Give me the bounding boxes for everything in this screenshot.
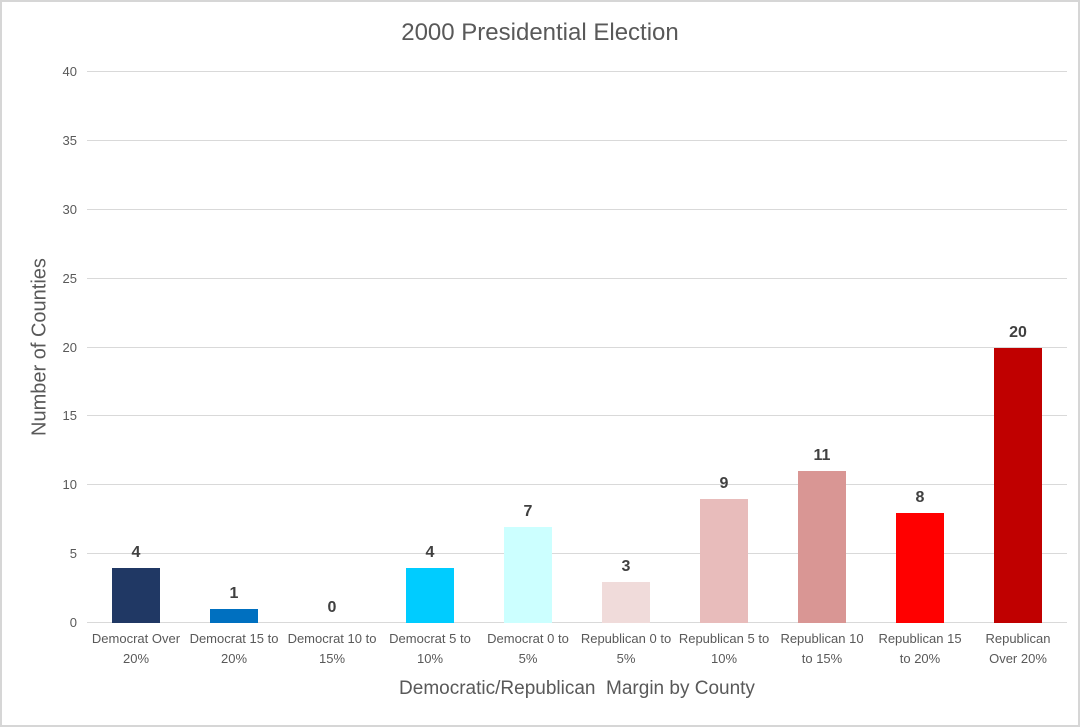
bar [210,609,258,623]
data-label: 3 [621,557,631,575]
category-label: Democrat Over 20% [91,631,181,666]
data-label: 0 [327,599,337,616]
bar-series: 4 1 0 4 7 3 9 11 8 20 [87,72,1067,623]
bar-slot: 7 [479,72,577,623]
bar [602,581,650,623]
gridline [87,208,1067,210]
category-label: Republican 0 to 5% [580,631,672,666]
bar-slot: 11 [773,72,871,623]
category-label: Democrat 5 to 10% [389,631,471,666]
category-label: Democrat 15 to 20% [189,631,279,666]
category-label: Democrat 0 to 5% [487,631,569,666]
data-label: 9 [719,475,729,493]
bar [504,526,552,623]
gridline [87,346,1067,348]
bar [112,567,160,623]
data-label: 4 [425,543,435,561]
category-label: Republican Over 20% [985,631,1051,666]
bar [406,567,454,623]
bar-slot: 1 [185,72,283,623]
y-tick-label: 0 [69,615,77,630]
bar [798,471,846,623]
gridline [87,622,1067,623]
category-label: Republican 5 to 10% [678,631,770,666]
plot-area: 4 1 0 4 7 3 9 11 8 20 [87,71,1067,623]
bar [700,499,748,623]
bar-slot: 20 [969,72,1067,623]
category-label: Republican 15 to 20% [878,631,962,666]
bar-slot: 4 [87,72,185,623]
y-tick-label: 10 [62,477,77,493]
gridline [87,71,1067,72]
gridline [87,139,1067,141]
y-tick-label: 5 [69,546,77,562]
data-label: 4 [131,543,141,561]
data-label: 1 [229,585,239,603]
x-axis-title: Democratic/Republican Margin by County [399,678,755,699]
gridline [87,277,1067,279]
y-tick-label: 35 [62,132,77,148]
x-axis-category-labels: Democrat Over 20% Democrat 15 to 20% Democ… [87,629,1067,668]
bar-slot: 0 [283,72,381,623]
category-label: Republican 10 to 15% [780,631,864,666]
data-label: 20 [1009,323,1027,341]
gridline [87,415,1067,417]
data-label: 8 [915,488,925,506]
bar [896,512,944,623]
gridline [87,553,1067,555]
data-label: 11 [813,447,831,465]
bar-slot: 4 [381,72,479,623]
gridline [87,484,1067,486]
chart-title: 2000 Presidential Election [401,19,679,46]
y-tick-label: 25 [62,270,77,286]
y-tick-label: 15 [62,408,77,424]
y-axis-ticks: 0 5 10 15 20 25 30 35 40 [2,65,77,629]
data-label: 7 [523,502,533,520]
y-tick-label: 40 [62,64,77,79]
bar-slot: 9 [675,72,773,623]
y-tick-label: 30 [62,201,77,217]
bar-slot: 3 [577,72,675,623]
y-tick-label: 20 [62,339,77,355]
category-label: Democrat 10 to 15% [287,631,377,666]
bar-slot: 8 [871,72,969,623]
bar [994,347,1042,623]
